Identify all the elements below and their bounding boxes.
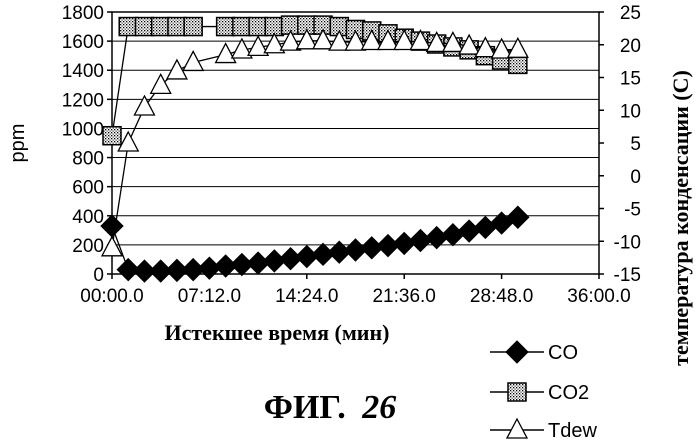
- y2-tick-label: 0: [630, 167, 641, 188]
- legend-label: CO2: [548, 382, 589, 404]
- y2-tick-label: -5: [624, 200, 641, 221]
- tdew-point: [134, 96, 154, 115]
- co-point: [458, 220, 480, 242]
- y-axis-title: ppm: [7, 124, 29, 163]
- co2-point: [184, 18, 202, 36]
- series: [101, 16, 529, 282]
- y2-axis-title: температура конденсации (C): [668, 70, 693, 366]
- co2-point: [249, 18, 267, 36]
- x-tick-label: 36:00.0: [567, 286, 630, 307]
- legend-label: Tdew: [548, 420, 597, 440]
- y2-tick-label: -10: [614, 232, 641, 253]
- y2-tick-label: 20: [620, 36, 641, 57]
- plot-area: [112, 12, 599, 274]
- y-tick-label: 1800: [62, 3, 104, 24]
- caption-prefix: ФИГ.: [264, 389, 346, 426]
- co2-point: [168, 18, 186, 36]
- legend: CO CO2 Tdew: [490, 341, 597, 440]
- y-tick-label: 1600: [62, 32, 104, 53]
- y2-tick-label: 5: [630, 134, 641, 155]
- co2-point: [233, 18, 251, 36]
- co-point: [474, 216, 496, 238]
- co2-point: [119, 18, 137, 36]
- co-point: [101, 215, 123, 237]
- co2-point: [152, 18, 170, 36]
- x-tick-label: 00:00.0: [80, 286, 143, 307]
- legend-marker: [506, 341, 528, 363]
- legend-label: CO: [548, 342, 578, 364]
- figure-caption: ФИГ. 26: [264, 389, 396, 426]
- y-tick-label: 200: [72, 236, 104, 257]
- x-tick-label: 14:24.0: [275, 286, 338, 307]
- co2-point: [217, 18, 235, 36]
- y-tick-label: 1000: [62, 119, 104, 140]
- legend-marker: [508, 383, 526, 401]
- co-point: [442, 224, 464, 246]
- y2-tick-label: 10: [620, 101, 641, 122]
- y-tick-label: 1400: [62, 61, 104, 82]
- y2-tick-label: 25: [620, 3, 641, 24]
- y2-tick-label: 15: [620, 69, 641, 90]
- right-axis-ticks: -15 -10 -5 0 5 10 15 20 25: [599, 3, 641, 286]
- y-tick-label: 800: [72, 149, 104, 170]
- co2-point: [103, 127, 121, 145]
- x-tick-label: 07:12.0: [178, 286, 241, 307]
- x-tick-label: 28:48.0: [470, 286, 533, 307]
- y-tick-label: 0: [93, 265, 104, 286]
- y2-tick-label: -15: [614, 265, 641, 286]
- caption-number: 26: [361, 389, 396, 426]
- x-tick-label: 21:36.0: [372, 286, 435, 307]
- y-tick-label: 600: [72, 178, 104, 199]
- x-axis-title: Истекшее время (мин): [165, 320, 390, 345]
- y-tick-label: 1200: [62, 90, 104, 111]
- co2-point: [135, 18, 153, 36]
- legend-marker: [507, 419, 527, 438]
- y-tick-label: 400: [72, 207, 104, 228]
